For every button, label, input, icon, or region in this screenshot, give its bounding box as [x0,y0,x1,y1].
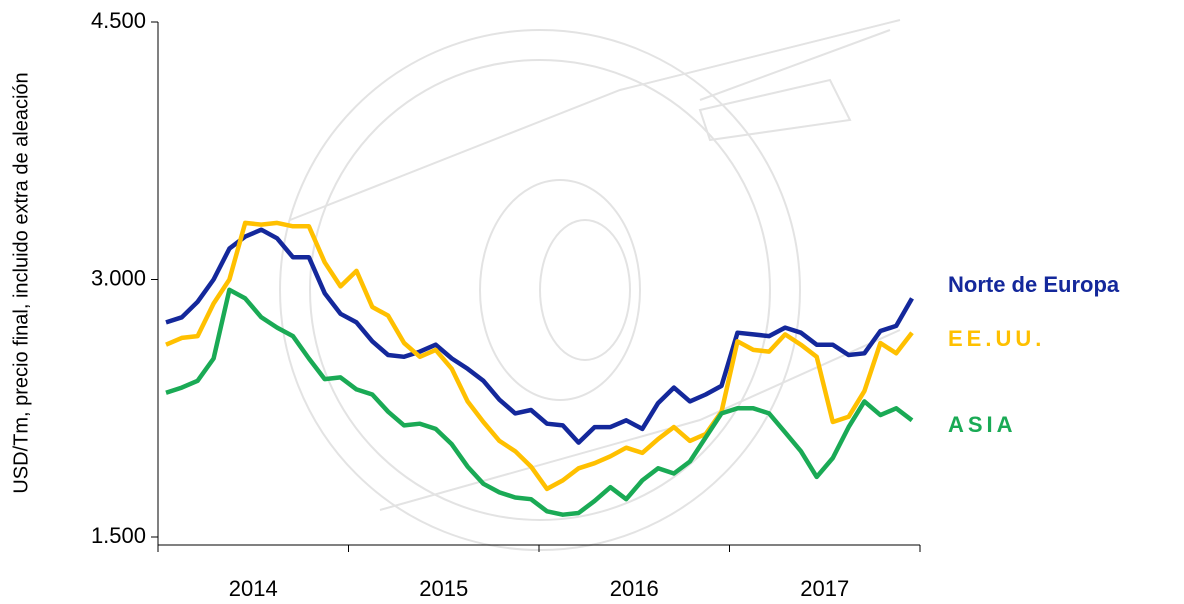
y-tick-label: 1.500 [91,523,146,548]
legend-label: EE.UU. [948,326,1045,351]
y-axis-label: USD/Tm, precio final, incluido extra de … [10,72,32,493]
series-line [165,227,914,445]
series-line [165,287,914,517]
background-illustration [279,19,901,551]
x-tick-label: 2014 [229,576,278,601]
x-tick-label: 2016 [610,576,659,601]
y-tick-label: 3.000 [91,265,146,290]
x-tick-label: 2015 [419,576,468,601]
x-tick-label: 2017 [800,576,849,601]
series-line [165,220,914,492]
legend-label: Norte de Europa [948,272,1120,297]
y-tick-label: 4.500 [91,8,146,33]
legend-label: ASIA [948,412,1017,437]
